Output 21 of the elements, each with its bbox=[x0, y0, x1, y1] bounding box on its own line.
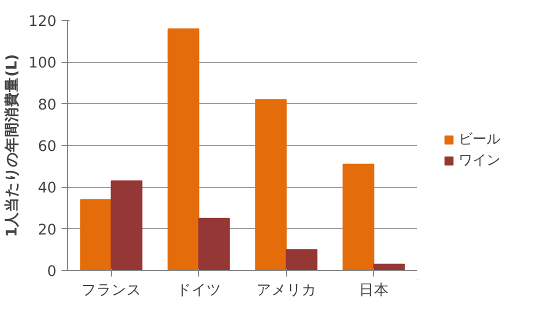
y-tick-label: 60 bbox=[38, 138, 57, 155]
y-tick-label: 40 bbox=[38, 180, 57, 197]
x-tick-label: 日本 bbox=[358, 282, 389, 298]
bar bbox=[80, 199, 112, 270]
y-tick-label: 80 bbox=[38, 96, 57, 114]
legend-label: ビール bbox=[458, 130, 500, 148]
y-axis-title: 1人当たりの年間消費量(L) bbox=[4, 54, 21, 237]
y-tick-label: 120 bbox=[28, 13, 57, 30]
y-tick-label: 20 bbox=[38, 221, 57, 238]
x-tick-label: フランス bbox=[81, 282, 142, 298]
legend-label: ワイン bbox=[458, 151, 500, 169]
bar bbox=[255, 99, 287, 270]
y-tick-label: 100 bbox=[28, 54, 57, 72]
bar bbox=[168, 28, 200, 270]
bar bbox=[198, 218, 230, 270]
x-tick-label: アメリカ bbox=[256, 282, 316, 298]
bar bbox=[286, 249, 318, 270]
bar bbox=[110, 180, 142, 270]
x-tick-label: ドイツ bbox=[176, 282, 222, 298]
y-tick-label: 0 bbox=[47, 263, 57, 280]
bar bbox=[342, 164, 374, 270]
